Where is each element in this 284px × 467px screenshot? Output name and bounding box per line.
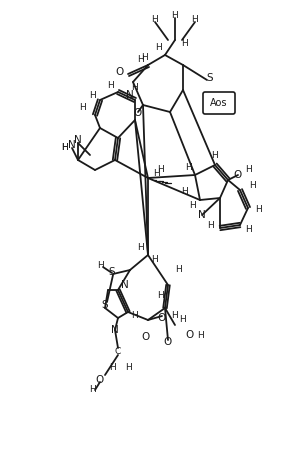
- Text: H: H: [182, 38, 188, 48]
- Text: N: N: [111, 325, 119, 335]
- Text: H: H: [62, 143, 68, 153]
- Text: H: H: [248, 181, 255, 190]
- Text: H: H: [156, 165, 163, 175]
- Text: H: H: [154, 43, 161, 52]
- Text: H: H: [137, 243, 143, 253]
- Text: O: O: [186, 330, 194, 340]
- Text: H: H: [90, 385, 96, 395]
- Text: H: H: [172, 311, 178, 319]
- Text: O: O: [164, 337, 172, 347]
- Text: H: H: [152, 255, 158, 264]
- Text: H: H: [192, 15, 199, 24]
- Text: O: O: [134, 108, 142, 118]
- Text: H: H: [212, 150, 218, 160]
- Text: H: H: [108, 363, 115, 373]
- Text: O: O: [234, 170, 242, 180]
- Text: H: H: [89, 91, 95, 99]
- Text: H: H: [255, 205, 261, 214]
- Text: C: C: [115, 347, 121, 356]
- Text: O: O: [96, 375, 104, 385]
- Text: N: N: [74, 135, 82, 145]
- Text: H: H: [245, 165, 251, 175]
- Text: H: H: [152, 15, 158, 24]
- Text: O: O: [141, 332, 149, 342]
- Text: N: N: [126, 90, 134, 100]
- Text: N: N: [198, 210, 206, 220]
- Text: O: O: [116, 67, 124, 77]
- Text: H: H: [245, 226, 251, 234]
- Text: Aos: Aos: [210, 98, 228, 108]
- Text: H: H: [106, 80, 113, 90]
- Text: S: S: [207, 73, 213, 83]
- Text: H: H: [97, 261, 103, 269]
- Text: H: H: [207, 220, 213, 229]
- Text: H: H: [62, 143, 68, 153]
- Text: H: H: [179, 316, 185, 325]
- Text: H: H: [131, 311, 138, 319]
- Text: H: H: [185, 163, 191, 172]
- Text: H: H: [125, 363, 131, 373]
- Text: H: H: [137, 56, 143, 64]
- Text: H: H: [197, 331, 203, 340]
- Text: O: O: [158, 313, 166, 323]
- Text: H: H: [153, 169, 159, 177]
- Text: N: N: [121, 280, 129, 290]
- Text: H: H: [182, 187, 188, 197]
- Text: H: H: [156, 290, 163, 299]
- Text: H: H: [189, 200, 195, 210]
- Text: H: H: [80, 104, 86, 113]
- Text: H: H: [142, 52, 148, 62]
- Text: N: N: [68, 140, 76, 150]
- Text: S: S: [102, 300, 108, 310]
- Text: H: H: [175, 266, 181, 275]
- Text: S: S: [109, 267, 115, 277]
- Text: H: H: [172, 10, 178, 20]
- Text: H: H: [131, 84, 138, 92]
- FancyBboxPatch shape: [203, 92, 235, 114]
